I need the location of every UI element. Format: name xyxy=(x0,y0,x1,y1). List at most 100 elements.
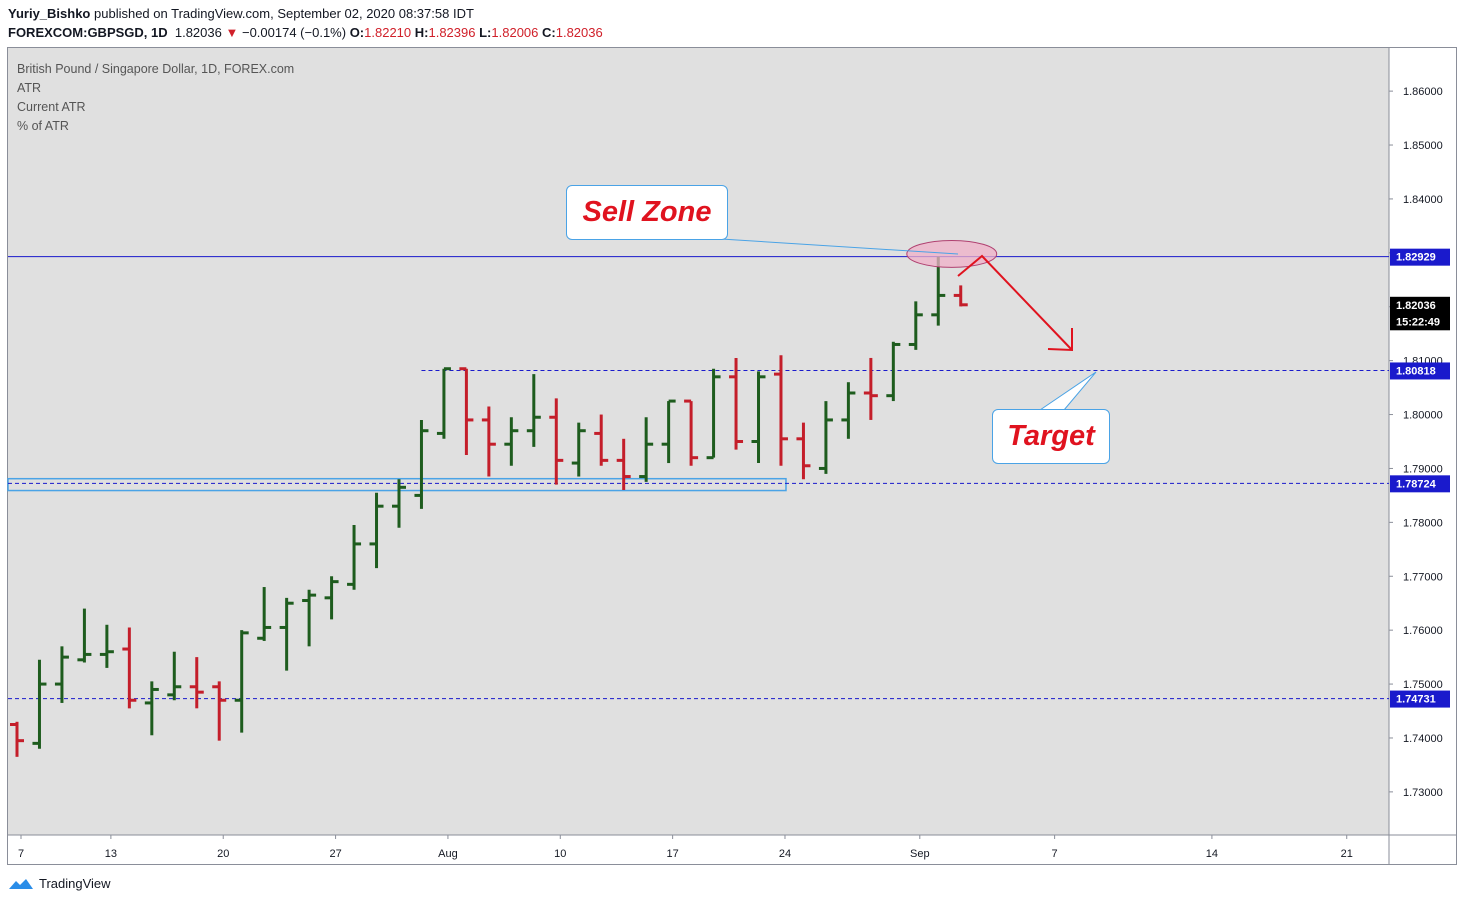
ohlc-bar-up xyxy=(414,419,429,509)
y-tick-label: 1.73000 xyxy=(1403,787,1443,799)
price-badge-label: 1.82929 xyxy=(1396,252,1436,264)
ohlc-bar-up xyxy=(144,681,159,736)
tradingview-logo-icon xyxy=(9,878,33,889)
ohlc-bar-up xyxy=(54,646,69,703)
x-tick-label: 10 xyxy=(554,848,566,860)
y-tick-label: 1.78000 xyxy=(1403,517,1443,529)
ohlc-bar-down xyxy=(953,285,968,307)
y-tick-label: 1.79000 xyxy=(1403,463,1443,475)
ohlc-bar-up xyxy=(639,417,654,482)
y-tick-label: 1.77000 xyxy=(1403,571,1443,583)
close-value: 1.82036 xyxy=(555,25,603,40)
target-pointer xyxy=(1039,371,1097,411)
ohlc-bar-down xyxy=(10,721,24,757)
ohlc-bar-up xyxy=(77,608,92,663)
price-badge xyxy=(1390,296,1450,314)
ohlc-bar-down xyxy=(212,681,227,741)
ohlc-bar-up xyxy=(504,417,519,466)
publish-line: Yuriy_Bishko published on TradingView.co… xyxy=(8,6,474,21)
ohlc-bar-down xyxy=(729,357,744,450)
ohlc-bar-up xyxy=(908,301,923,350)
price-badge-label: 1.82036 xyxy=(1396,300,1436,312)
ohlc-bar-down xyxy=(594,414,609,466)
last-price: 1.82036 xyxy=(174,25,222,40)
sell-zone-callout[interactable]: Sell Zone xyxy=(566,185,728,240)
legend-current-atr[interactable]: Current ATR xyxy=(17,100,86,114)
x-tick-label: 24 xyxy=(779,848,791,860)
open-label: O: xyxy=(349,25,365,40)
ohlc-bar-up xyxy=(841,382,856,439)
ohlc-bar-down xyxy=(684,399,699,466)
y-tick-label: 1.85000 xyxy=(1403,140,1443,152)
ohlc-bar-up xyxy=(391,479,406,528)
support-zone xyxy=(7,477,787,492)
ohlc-bar-up xyxy=(751,371,766,464)
x-tick-label: 21 xyxy=(1341,848,1353,860)
x-tick-label: 7 xyxy=(1052,848,1058,860)
x-tick-label: 13 xyxy=(105,848,117,860)
x-tick-label: 14 xyxy=(1206,848,1218,860)
forecast-path xyxy=(957,254,1073,351)
ohlc-bar-up xyxy=(347,525,362,590)
price-badge-label: 15:22:49 xyxy=(1396,316,1440,328)
author-name[interactable]: Yuriy_Bishko xyxy=(8,6,91,21)
legend-atr[interactable]: ATR xyxy=(17,81,42,95)
y-tick-label: 1.74000 xyxy=(1403,733,1443,745)
ohlc-bar-down xyxy=(616,438,631,491)
price-badge-label: 1.74731 xyxy=(1396,694,1436,706)
ohlc-bar-up xyxy=(234,630,249,733)
y-tick-label: 1.75000 xyxy=(1403,679,1443,691)
ohlc-bar-up xyxy=(886,341,901,402)
ohlc-bar-down xyxy=(773,355,788,466)
ohlc-bar-up xyxy=(706,368,721,460)
ohlc-bar-up xyxy=(931,256,946,326)
price-badge xyxy=(1390,362,1450,380)
price-badge xyxy=(1390,248,1450,266)
ohlc-bar-up xyxy=(526,374,541,447)
ohlc-bar-down xyxy=(122,627,137,709)
target-callout[interactable]: Target xyxy=(992,409,1110,464)
price-badge-label: 1.80818 xyxy=(1396,365,1436,377)
x-tick-label: 20 xyxy=(217,848,229,860)
ohlc-bar-up xyxy=(571,422,586,477)
ohlc-bar-down xyxy=(863,357,878,420)
forecast-arrowhead xyxy=(1047,328,1073,352)
ohlc-bar-up xyxy=(324,576,339,620)
price-badge xyxy=(1390,475,1450,493)
footer-brand: TradingView xyxy=(8,876,111,891)
ohlc-bar-up xyxy=(369,492,384,569)
price-badge-label: 1.78724 xyxy=(1396,478,1437,490)
ohlc-bar-down xyxy=(796,422,811,480)
x-tick-label: 17 xyxy=(667,848,679,860)
sell-zone-pointer xyxy=(704,237,959,255)
ohlc-bar-up xyxy=(436,367,451,439)
ohlc-bar-up xyxy=(279,597,294,671)
symbol-line: FOREXCOM:GBPSGD, 1D 1.82036 ▼ −0.00174 (… xyxy=(8,25,603,40)
ohlc-bar-down xyxy=(549,398,564,485)
footer-brand-text[interactable]: TradingView xyxy=(39,876,111,891)
close-label: C: xyxy=(542,25,556,40)
ohlc-bar-up xyxy=(257,587,272,641)
x-tick-label: Sep xyxy=(910,848,930,860)
legend-title: British Pound / Singapore Dollar, 1D, FO… xyxy=(17,62,295,76)
price-badge xyxy=(1390,313,1450,331)
down-arrow-icon: ▼ xyxy=(225,25,239,40)
open-value: 1.82210 xyxy=(364,25,412,40)
x-tick-label: 27 xyxy=(329,848,341,860)
y-tick-label: 1.84000 xyxy=(1403,194,1443,206)
low-label: L: xyxy=(479,25,492,40)
ohlc-bar-up xyxy=(167,651,182,701)
publish-info: published on TradingView.com, September … xyxy=(94,6,474,21)
ohlc-bar-up xyxy=(302,589,317,647)
legend-percent-atr[interactable]: % of ATR xyxy=(17,119,69,133)
high-value: 1.82396 xyxy=(428,25,476,40)
ohlc-bar-up xyxy=(32,659,47,749)
ohlc-bar-down xyxy=(481,406,496,477)
y-tick-label: 1.80000 xyxy=(1403,410,1443,422)
x-tick-label: 7 xyxy=(18,848,24,860)
ohlc-bar-up xyxy=(99,624,114,668)
price-badge xyxy=(1390,690,1450,708)
ohlc-bar-down xyxy=(189,657,204,709)
plot-area xyxy=(8,48,1389,835)
